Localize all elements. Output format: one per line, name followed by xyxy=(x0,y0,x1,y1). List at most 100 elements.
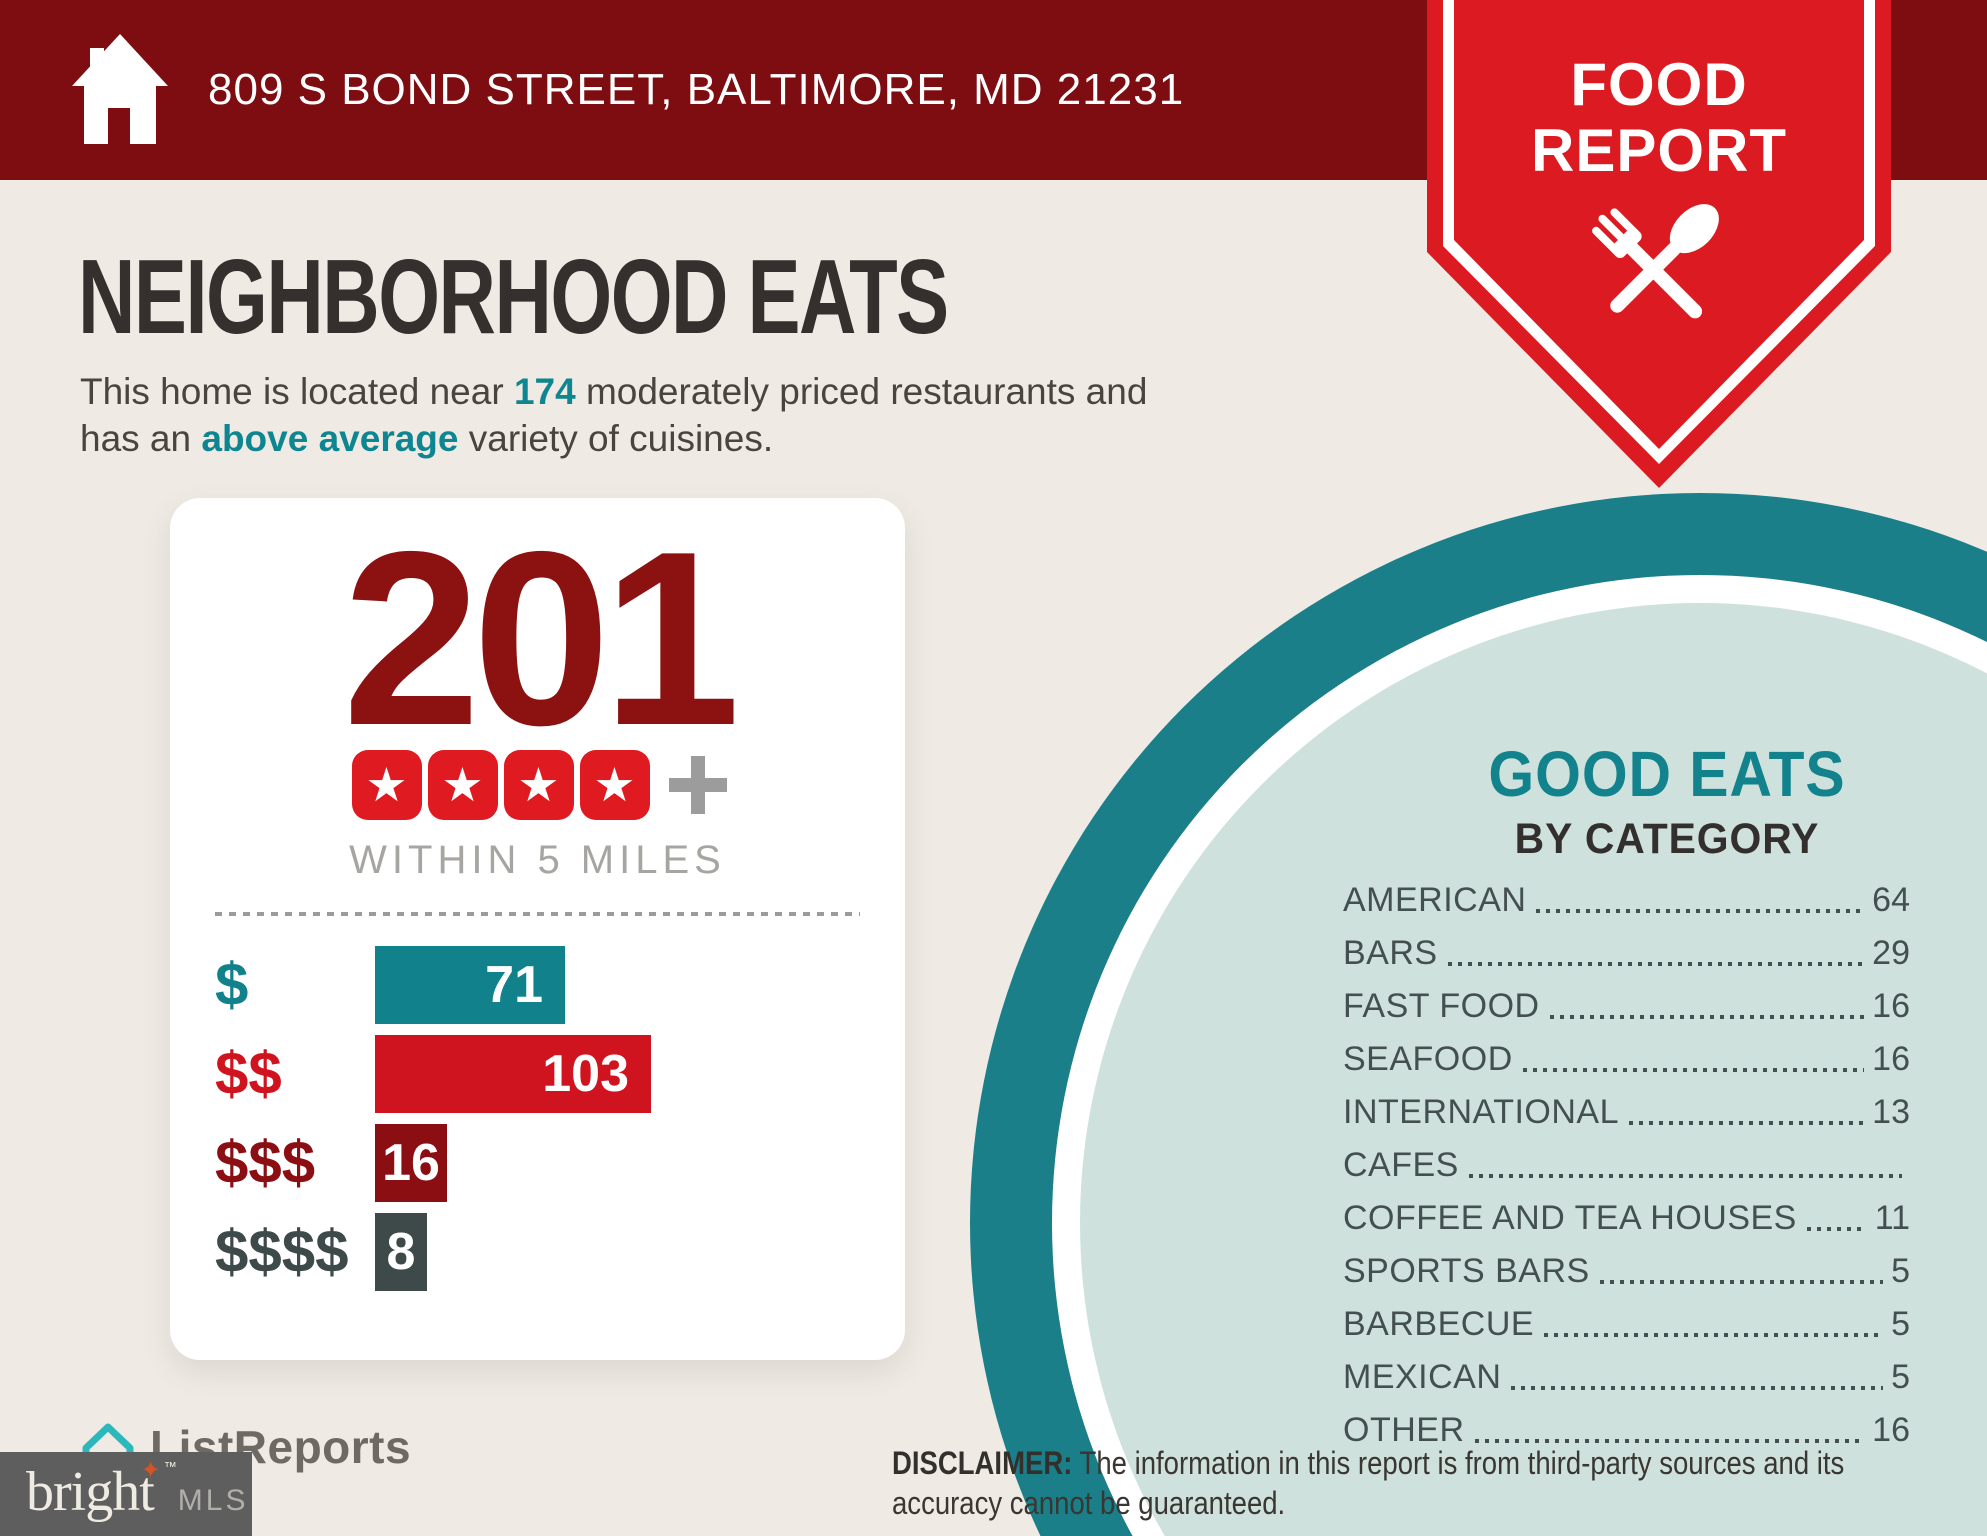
category-value: 16 xyxy=(1872,1040,1910,1078)
price-bar: 16 xyxy=(375,1124,447,1202)
category-row: BARBECUE 5 xyxy=(1343,1296,1910,1349)
price-bar-row: $$$ 16 xyxy=(215,1124,651,1202)
star-icon: ★ xyxy=(351,750,422,820)
category-row: BARS 29 xyxy=(1343,925,1910,978)
price-bar-value: 16 xyxy=(382,1134,440,1192)
category-value: 64 xyxy=(1872,881,1910,919)
price-bar-value: 71 xyxy=(485,956,543,1014)
category-label: MEXICAN xyxy=(1343,1358,1502,1396)
bright-mls-logo: bright ✦ ™ MLS xyxy=(0,1452,252,1536)
intro-segment: variety of cuisines. xyxy=(458,418,774,459)
category-value: 5 xyxy=(1891,1252,1910,1290)
plus-icon xyxy=(668,756,727,814)
category-value: 16 xyxy=(1872,987,1910,1025)
intro-segment: This home is located near xyxy=(80,371,514,412)
price-bar-row: $$$$ 8 xyxy=(215,1213,651,1291)
trademark-symbol: ™ xyxy=(163,1459,177,1474)
star-icon: ★ xyxy=(503,750,574,820)
category-value: 29 xyxy=(1872,934,1910,972)
category-row: CAFES xyxy=(1343,1137,1910,1190)
category-label: BARBECUE xyxy=(1343,1305,1535,1343)
dashed-divider xyxy=(215,912,860,916)
category-list: AMERICAN 64 BARS 29 FAST FOOD 16 SEAFOOD 16 INTE… xyxy=(1343,872,1910,1455)
disclaimer-text: DISCLAIMER: The information in this repo… xyxy=(892,1443,1984,1523)
category-label: OTHER xyxy=(1343,1411,1465,1449)
ribbon-shape xyxy=(1427,0,1891,488)
price-bar-value: 8 xyxy=(386,1223,416,1281)
star-icon: ★ xyxy=(427,750,498,820)
property-address: 809 S BOND STREET, BALTIMORE, MD 21231 xyxy=(208,65,1185,114)
price-level-label: $ xyxy=(215,951,249,1018)
total-restaurant-count: 201 xyxy=(342,499,741,777)
intro-highlight: above average xyxy=(201,418,459,459)
disclaimer-line1: The information in this report is from t… xyxy=(1072,1445,1845,1481)
dot-leader xyxy=(1544,1333,1884,1337)
dot-leader xyxy=(1536,909,1865,913)
category-label: AMERICAN xyxy=(1343,881,1527,919)
category-row: SEAFOOD 16 xyxy=(1343,1031,1910,1084)
category-row: AMERICAN 64 xyxy=(1343,872,1910,925)
category-row: OTHER 16 xyxy=(1343,1402,1910,1455)
category-value: 16 xyxy=(1872,1411,1910,1449)
price-level-label: $$$$ xyxy=(215,1218,349,1285)
dot-leader xyxy=(1599,1280,1884,1284)
price-bar: 71 xyxy=(375,946,565,1024)
category-label: SPORTS BARS xyxy=(1343,1252,1590,1290)
dot-leader xyxy=(1806,1227,1867,1231)
category-row: INTERNATIONAL 13 xyxy=(1343,1084,1910,1137)
good-eats-title: GOOD EATS xyxy=(1488,738,1846,810)
dot-leader xyxy=(1549,1015,1865,1019)
category-value: 5 xyxy=(1891,1305,1910,1343)
category-label: FAST FOOD xyxy=(1343,987,1540,1025)
dot-leader xyxy=(1522,1068,1865,1072)
crossed-spoon-fork-icon xyxy=(1592,204,1719,319)
ribbon-line-report: REPORT xyxy=(1530,117,1788,184)
category-value: 13 xyxy=(1872,1093,1910,1131)
home-icon xyxy=(72,34,168,144)
star-rating: ★ ★ ★ ★ xyxy=(170,750,905,820)
star-icon: ★ xyxy=(579,750,650,820)
price-level-label: $$ xyxy=(215,1040,282,1107)
intro-text: This home is located near 174 moderately… xyxy=(80,368,1147,462)
restaurant-count: 174 xyxy=(513,371,576,412)
category-row: SPORTS BARS 5 xyxy=(1343,1243,1910,1296)
dot-leader xyxy=(1511,1386,1884,1390)
category-row: FAST FOOD 16 xyxy=(1343,978,1910,1031)
category-label: SEAFOOD xyxy=(1343,1040,1513,1078)
ribbon-line-food: FOOD xyxy=(1570,51,1748,118)
price-bar-row: $71 xyxy=(215,946,651,1024)
dot-leader xyxy=(1474,1439,1865,1443)
category-row: MEXICAN 5 xyxy=(1343,1349,1910,1402)
category-value: 11 xyxy=(1874,1199,1910,1237)
price-bar-row: $$ 103 xyxy=(215,1035,651,1113)
ribbon-title: FOOD REPORT xyxy=(1427,52,1891,184)
price-bar-chart: $71 $$ 103 $$$ 16 $$$$ 8 xyxy=(215,946,651,1302)
food-report-ribbon: FOOD REPORT xyxy=(1427,0,1891,492)
category-label: CAFES xyxy=(1343,1146,1459,1184)
category-value: 5 xyxy=(1891,1358,1910,1396)
good-eats-header: GOOD EATS BY CATEGORY xyxy=(1380,742,1954,861)
price-bar: 103 xyxy=(375,1035,651,1113)
category-label: BARS xyxy=(1343,934,1438,972)
price-bar: 8 xyxy=(375,1213,427,1291)
intro-segment: moderately priced restaurants and xyxy=(575,371,1148,412)
dot-leader xyxy=(1468,1174,1902,1178)
dot-leader xyxy=(1447,962,1865,966)
dot-leader xyxy=(1629,1121,1865,1125)
sparkle-icon: ✦ xyxy=(140,1456,161,1484)
disclaimer-label: DISCLAIMER: xyxy=(892,1445,1073,1481)
category-label: COFFEE AND TEA HOUSES xyxy=(1343,1199,1797,1237)
mls-wordmark: MLS xyxy=(177,1484,249,1517)
price-level-label: $$$ xyxy=(215,1129,316,1196)
page-title: NEIGHBORHOOD EATS xyxy=(78,238,949,356)
good-eats-subtitle: BY CATEGORY xyxy=(1514,815,1820,863)
category-label: INTERNATIONAL xyxy=(1343,1093,1620,1131)
restaurant-summary-card: 201 ★ ★ ★ ★ WITHIN 5 MILES $71 $$ 103 $$$ 16 $$$… xyxy=(170,498,905,1360)
price-bar-value: 103 xyxy=(542,1045,629,1103)
radius-label: WITHIN 5 MILES xyxy=(349,838,726,882)
category-row: COFFEE AND TEA HOUSES 11 xyxy=(1343,1190,1910,1243)
bright-wordmark-text: bright xyxy=(26,1461,155,1523)
intro-segment: has an xyxy=(80,418,202,459)
bright-wordmark: bright ✦ ™ xyxy=(26,1452,177,1532)
